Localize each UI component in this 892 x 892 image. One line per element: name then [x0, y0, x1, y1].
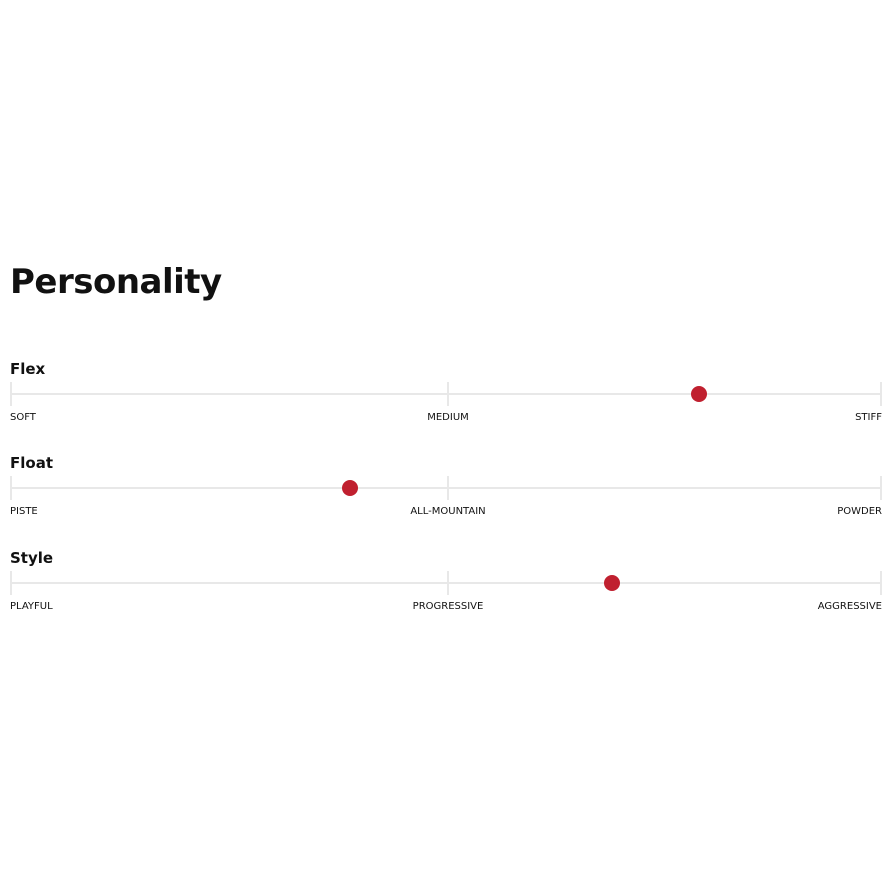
tick-mid — [447, 571, 449, 595]
tick-max — [880, 476, 882, 500]
max-label: POWDER — [837, 506, 882, 517]
tick-mid — [447, 382, 449, 406]
tick-min — [10, 476, 12, 500]
mid-label: ALL-MOUNTAIN — [410, 506, 486, 517]
slider-float: Float PISTE ALL-MOUNTAIN POWDER — [10, 454, 882, 534]
slider-title: Flex — [10, 360, 46, 378]
slider-marker — [603, 575, 620, 591]
slider-track — [10, 582, 882, 584]
slider-title: Style — [10, 549, 54, 567]
slider-track — [10, 487, 882, 489]
max-label: AGGRESSIVE — [817, 601, 882, 612]
slider-flex: Flex SOFT MEDIUM STIFF — [10, 360, 882, 440]
tick-mid — [447, 476, 449, 500]
slider-marker — [690, 386, 707, 402]
mid-label: PROGRESSIVE — [412, 601, 484, 612]
slider-track — [10, 393, 882, 395]
min-label: PLAYFUL — [10, 601, 53, 612]
slider-marker — [342, 480, 359, 496]
page-title: Personality — [10, 262, 222, 302]
tick-max — [880, 571, 882, 595]
slider-style: Style PLAYFUL PROGRESSIVE AGGRESSIVE — [10, 549, 882, 629]
tick-max — [880, 382, 882, 406]
min-label: PISTE — [10, 506, 38, 517]
min-label: SOFT — [10, 412, 36, 423]
tick-min — [10, 382, 12, 406]
mid-label: MEDIUM — [427, 412, 469, 423]
slider-title: Float — [10, 454, 53, 472]
tick-min — [10, 571, 12, 595]
max-label: STIFF — [855, 412, 882, 423]
